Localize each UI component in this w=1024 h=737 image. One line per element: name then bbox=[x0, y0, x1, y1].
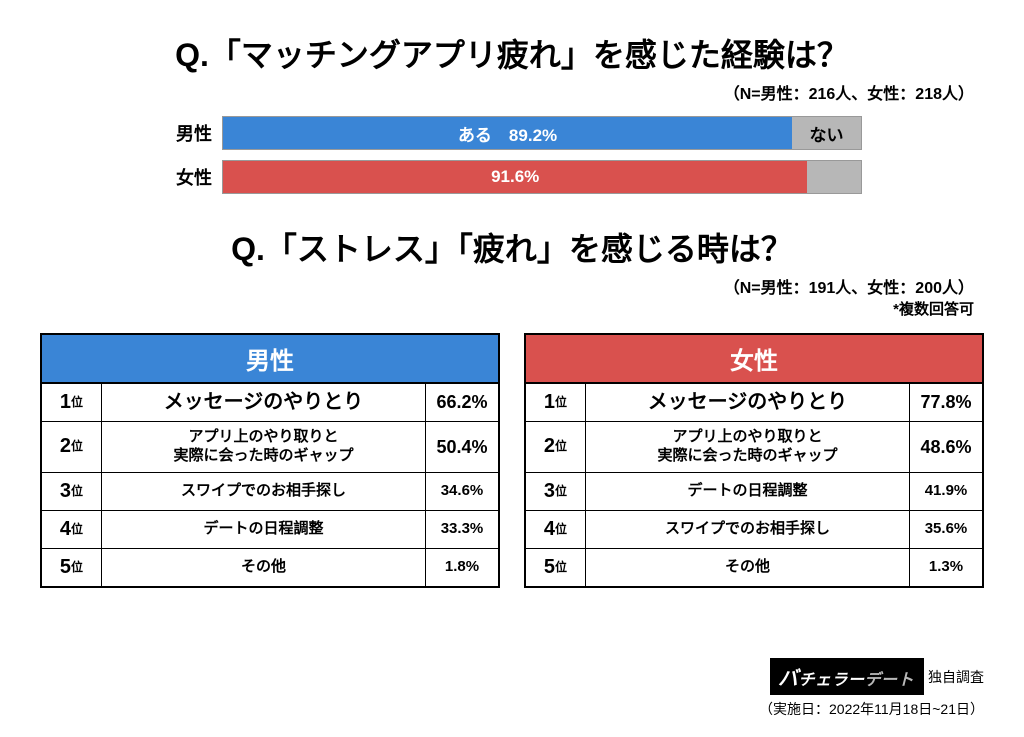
bar-segment-no bbox=[807, 161, 861, 193]
item-cell: メッセージのやりとり bbox=[102, 384, 426, 421]
bar-row: 男性ある 89.2%ない bbox=[162, 116, 862, 150]
item-cell: アプリ上のやり取りと 実際に会った時のギャップ bbox=[586, 422, 910, 472]
pct-cell: 66.2% bbox=[426, 384, 498, 421]
table-row: 4位デートの日程調整33.3% bbox=[42, 511, 498, 549]
q1-bars: 男性ある 89.2%ない女性91.6% bbox=[162, 116, 862, 194]
item-cell: スワイプでのお相手探し bbox=[586, 511, 910, 548]
rank-cell: 4位 bbox=[526, 511, 586, 548]
table-header: 女性 bbox=[526, 335, 982, 384]
rank-cell: 2位 bbox=[42, 422, 102, 472]
pct-cell: 41.9% bbox=[910, 473, 982, 510]
table-row: 1位メッセージのやりとり77.8% bbox=[526, 384, 982, 422]
q2-footnote: *複数回答可 bbox=[40, 298, 974, 319]
table-row: 2位アプリ上のやり取りと 実際に会った時のギャップ48.6% bbox=[526, 422, 982, 473]
pct-cell: 48.6% bbox=[910, 422, 982, 472]
bar-row: 女性91.6% bbox=[162, 160, 862, 194]
pct-cell: 34.6% bbox=[426, 473, 498, 510]
table-row: 5位その他1.3% bbox=[526, 549, 982, 586]
rank-cell: 3位 bbox=[526, 473, 586, 510]
q1-title: Q.「マッチングアプリ疲れ」を感じた経験は？ bbox=[40, 30, 984, 76]
pct-cell: 77.8% bbox=[910, 384, 982, 421]
rank-table: 女性1位メッセージのやりとり77.8%2位アプリ上のやり取りと 実際に会った時の… bbox=[524, 333, 984, 588]
tables-wrap: 男性1位メッセージのやりとり66.2%2位アプリ上のやり取りと 実際に会った時の… bbox=[40, 333, 984, 588]
table-header: 男性 bbox=[42, 335, 498, 384]
table-row: 3位スワイプでのお相手探し34.6% bbox=[42, 473, 498, 511]
table-row: 4位スワイプでのお相手探し35.6% bbox=[526, 511, 982, 549]
rank-cell: 1位 bbox=[42, 384, 102, 421]
q2-title: Q.「ストレス」「疲れ」を感じる時は？ bbox=[40, 224, 984, 270]
bar-segment-yes: ある 89.2% bbox=[223, 117, 792, 149]
rank-table: 男性1位メッセージのやりとり66.2%2位アプリ上のやり取りと 実際に会った時の… bbox=[40, 333, 500, 588]
q1-n-note: （N=男性：216人、女性：218人） bbox=[40, 80, 974, 104]
table-row: 5位その他1.8% bbox=[42, 549, 498, 586]
bar-label: 男性 bbox=[162, 120, 222, 146]
pct-cell: 50.4% bbox=[426, 422, 498, 472]
rank-cell: 3位 bbox=[42, 473, 102, 510]
credit-date: （実施日：2022年11月18日~21日） bbox=[759, 699, 984, 719]
item-cell: アプリ上のやり取りと 実際に会った時のギャップ bbox=[102, 422, 426, 472]
bar-track: ある 89.2%ない bbox=[222, 116, 862, 150]
bar-segment-yes: 91.6% bbox=[223, 161, 807, 193]
brand-logo: バチェラーデート bbox=[770, 658, 924, 695]
table-row: 2位アプリ上のやり取りと 実際に会った時のギャップ50.4% bbox=[42, 422, 498, 473]
pct-cell: 33.3% bbox=[426, 511, 498, 548]
rank-cell: 1位 bbox=[526, 384, 586, 421]
q2-n-note: （N=男性：191人、女性：200人） bbox=[40, 274, 974, 298]
rank-cell: 4位 bbox=[42, 511, 102, 548]
item-cell: メッセージのやりとり bbox=[586, 384, 910, 421]
item-cell: その他 bbox=[586, 549, 910, 586]
table-row: 1位メッセージのやりとり66.2% bbox=[42, 384, 498, 422]
pct-cell: 35.6% bbox=[910, 511, 982, 548]
table-row: 3位デートの日程調整41.9% bbox=[526, 473, 982, 511]
pct-cell: 1.3% bbox=[910, 549, 982, 586]
item-cell: デートの日程調整 bbox=[102, 511, 426, 548]
rank-cell: 2位 bbox=[526, 422, 586, 472]
bar-label: 女性 bbox=[162, 164, 222, 190]
credit-block: バチェラーデート 独自調査 （実施日：2022年11月18日~21日） bbox=[759, 658, 984, 719]
credit-source: 独自調査 bbox=[928, 667, 984, 687]
rank-cell: 5位 bbox=[526, 549, 586, 586]
bar-segment-no: ない bbox=[792, 117, 861, 149]
item-cell: デートの日程調整 bbox=[586, 473, 910, 510]
item-cell: その他 bbox=[102, 549, 426, 586]
rank-cell: 5位 bbox=[42, 549, 102, 586]
bar-track: 91.6% bbox=[222, 160, 862, 194]
pct-cell: 1.8% bbox=[426, 549, 498, 586]
item-cell: スワイプでのお相手探し bbox=[102, 473, 426, 510]
